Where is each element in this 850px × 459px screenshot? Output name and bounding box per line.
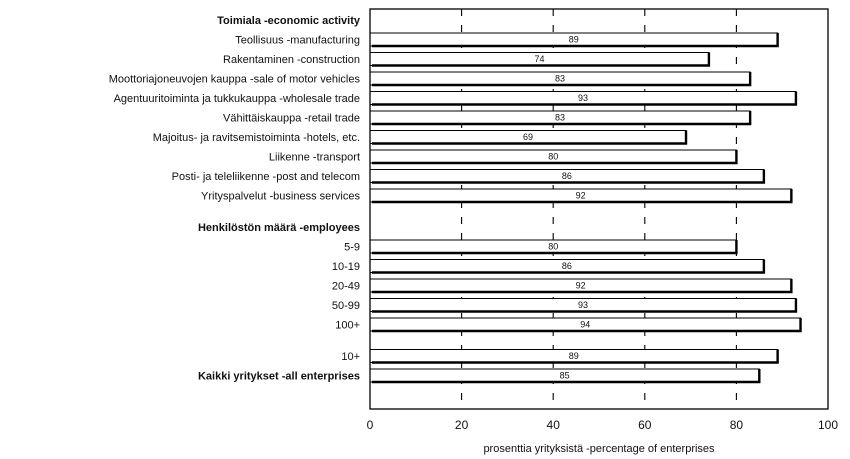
plot-frame <box>369 8 829 410</box>
group-heading: Henkilöstön määrä -employees <box>198 222 360 234</box>
bar-shadow <box>372 52 711 67</box>
bar-shadow <box>372 318 802 333</box>
data-label: 83 <box>555 113 565 123</box>
x-tick-label: 100 <box>818 418 838 432</box>
category-label: Liikenne -transport <box>269 152 360 164</box>
category-label: 10+ <box>341 351 360 363</box>
bar-shadow <box>372 33 779 48</box>
data-label: 74 <box>534 54 544 64</box>
category-label: Yrityspalvelut -business services <box>201 191 360 203</box>
data-label: 80 <box>548 152 558 162</box>
x-axis: 0 20 40 60 80 100 <box>367 418 839 432</box>
bar-shadow <box>372 298 798 313</box>
bar-shadow <box>372 130 688 145</box>
bar-shadow <box>372 189 793 204</box>
bar-shadow <box>372 279 793 294</box>
data-label: 69 <box>523 132 533 142</box>
category-label: Rakentaminen -construction <box>223 54 360 66</box>
bar-shadow <box>372 150 738 165</box>
data-label: 93 <box>578 93 588 103</box>
category-label: 50-99 <box>332 300 360 312</box>
bar-shadow <box>372 169 766 184</box>
x-tick-label: 40 <box>547 418 561 432</box>
category-label: Posti- ja teleliikenne -post and telecom <box>172 171 360 183</box>
category-label: Agentuuritoiminta ja tukkukauppa -wholes… <box>114 93 360 105</box>
category-label: Teollisuus -manufacturing <box>235 35 360 47</box>
x-tick-label: 80 <box>730 418 744 432</box>
bar-shadow <box>372 349 779 364</box>
data-label: 94 <box>580 320 590 330</box>
x-axis-title: prosenttia yrityksistä -percentage of en… <box>483 443 715 455</box>
data-label: 86 <box>562 171 572 181</box>
category-label: 10-19 <box>332 261 360 273</box>
bar-shadow <box>372 72 752 87</box>
bar-shadow <box>372 259 766 274</box>
data-label: 89 <box>569 35 579 45</box>
group-heading: Toimiala -economic activity <box>217 15 361 27</box>
x-tick-label: 60 <box>638 418 652 432</box>
category-label: 5-9 <box>344 242 360 254</box>
bar-shadow <box>372 369 761 384</box>
bar-shadow <box>372 111 752 126</box>
category-label: Majoitus- ja ravitsemistoiminta -hotels,… <box>153 132 360 144</box>
data-label: 83 <box>555 74 565 84</box>
category-label: Vähittäiskauppa -retail trade <box>223 113 360 125</box>
bar-shadow <box>372 240 738 255</box>
x-tick-label: 0 <box>367 418 374 432</box>
labels-layer: Toimiala -economic activity Teollisuus -m… <box>109 15 591 383</box>
x-tick-label: 20 <box>455 418 469 432</box>
data-label: 89 <box>569 351 579 361</box>
data-label: 80 <box>548 242 558 252</box>
data-label: 92 <box>576 281 586 291</box>
data-label: 85 <box>560 371 570 381</box>
bar-shadow <box>372 91 798 106</box>
category-label: 20-49 <box>332 281 360 293</box>
data-label: 93 <box>578 300 588 310</box>
bars-layer <box>369 32 802 384</box>
category-label: Moottoriajoneuvojen kauppa -sale of moto… <box>109 74 361 86</box>
data-label: 92 <box>576 191 586 201</box>
group-heading: Kaikki yritykset -all enterprises <box>198 371 360 383</box>
category-label: 100+ <box>335 320 360 332</box>
data-label: 86 <box>562 261 572 271</box>
